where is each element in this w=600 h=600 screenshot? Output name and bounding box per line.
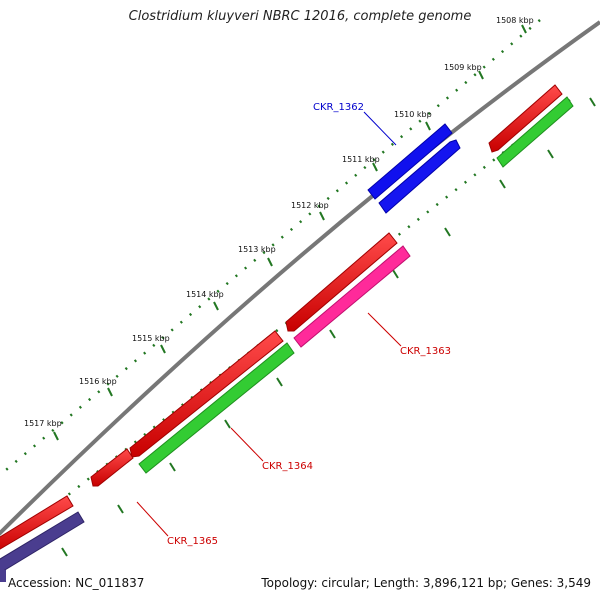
cds-arrow[interactable]: [138, 342, 295, 474]
outer-dot-ring: [0, 19, 541, 476]
tick-label: 1515 kbp: [132, 334, 170, 343]
leader-line: [230, 427, 264, 462]
genome-summary-text: Topology: circular; Length: 3,896,121 bp…: [261, 576, 591, 590]
cds-arrow-small[interactable]: [90, 448, 134, 487]
accession-text: Accession: NC_011837: [8, 576, 145, 590]
scale-ticks: [53, 24, 527, 441]
gene-label-ckr-1364: CKR_1364: [262, 461, 313, 472]
cds-arrow[interactable]: [129, 330, 284, 458]
inner-dot-ring: [0, 99, 571, 551]
gene-label-ckr-1363: CKR_1363: [400, 346, 451, 357]
inner-ticks: [61, 97, 596, 557]
tick-label: 1514 kbp: [186, 290, 224, 299]
tick-label: 1513 kbp: [238, 245, 276, 254]
gene-ckr-1365[interactable]: [0, 495, 85, 582]
genome-backbone: [0, 20, 600, 536]
tick-labels: 1508 kbp 1509 kbp 1510 kbp 1511 kbp 1512…: [24, 16, 534, 428]
gene-top-right[interactable]: [488, 84, 574, 168]
tick-label: 1510 kbp: [394, 110, 432, 119]
cds-arrow[interactable]: [367, 123, 453, 200]
cds-arrow[interactable]: [496, 96, 574, 168]
tick-label: 1516 kbp: [79, 377, 117, 386]
map-title: Clostridium kluyveri NBRC 12016, complet…: [128, 9, 472, 24]
tick-label: 1511 kbp: [342, 155, 380, 164]
cds-arrow[interactable]: [0, 511, 85, 576]
cds-arrow[interactable]: [285, 232, 398, 332]
cds-arrow[interactable]: [0, 495, 74, 552]
tick-label: 1517 kbp: [24, 419, 62, 428]
cds-arrow[interactable]: [378, 139, 461, 214]
tick-label: 1508 kbp: [496, 16, 534, 25]
gene-ckr-1364[interactable]: [129, 330, 295, 474]
cds-arrow[interactable]: [293, 245, 411, 348]
leader-line: [363, 111, 397, 146]
gene-ckr-1363[interactable]: [285, 232, 411, 348]
gene-label-ckr-1362: CKR_1362: [313, 102, 364, 113]
leader-line: [367, 312, 402, 347]
cds-arrow[interactable]: [488, 84, 563, 153]
tick-label: 1512 kbp: [291, 201, 329, 210]
tick-label: 1509 kbp: [444, 63, 482, 72]
gene-ckr-1362[interactable]: [367, 123, 461, 214]
leader-line: [136, 501, 169, 537]
gene-label-ckr-1365: CKR_1365: [167, 536, 218, 547]
cds-arrow-end[interactable]: [0, 570, 6, 582]
